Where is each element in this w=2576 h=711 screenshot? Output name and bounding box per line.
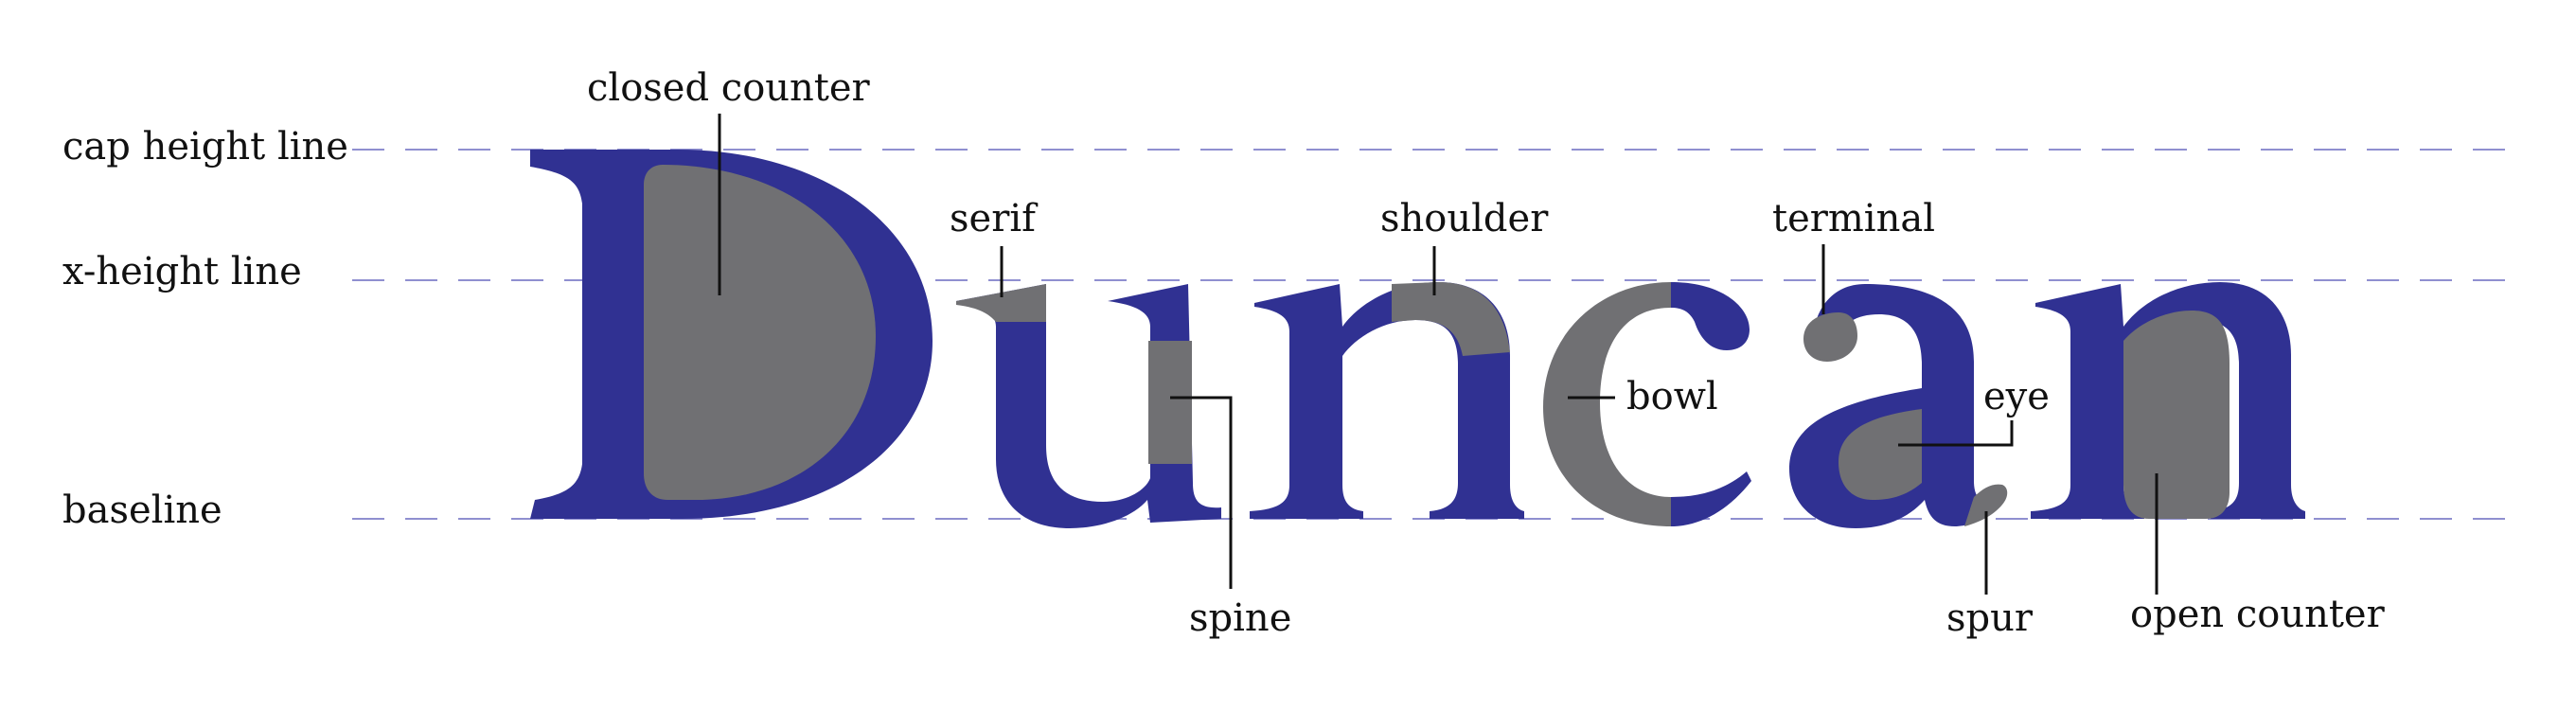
letter-d: [530, 150, 933, 519]
spine-shape: [1148, 341, 1192, 464]
letter-u: [956, 284, 1221, 528]
closed-counter-shape: [644, 165, 876, 500]
shoulder-label: shoulder: [1380, 197, 1549, 240]
spine-label: spine: [1189, 596, 1291, 640]
bowl-shape: [1543, 282, 1671, 526]
open-counter-shape: [2123, 311, 2230, 519]
spine-leader: [1170, 396, 1233, 589]
eye-leader: [1898, 420, 2014, 447]
serif-shape: [956, 284, 1046, 322]
baseline-label: baseline: [62, 489, 222, 532]
letter-c: [1543, 282, 1751, 526]
letter-n-2: [2031, 282, 2305, 519]
serif-label: serif: [950, 197, 1039, 240]
spur-shape: [1964, 484, 2008, 526]
x-height-label: x-height line: [62, 250, 302, 293]
open-counter-label: open counter: [2130, 593, 2386, 636]
spur-label: spur: [1946, 596, 2034, 640]
closed-counter-label: closed counter: [587, 66, 871, 110]
bowl-label: bowl: [1626, 375, 1718, 418]
cap-height-label: cap height line: [62, 125, 348, 169]
terminal-label: terminal: [1772, 197, 1935, 240]
eye-shape: [1839, 409, 1922, 500]
letter-a: [1789, 284, 2008, 528]
terminal-shape: [1803, 312, 1857, 362]
shoulder-shape: [1392, 282, 1510, 356]
eye-label: eye: [1983, 375, 2050, 418]
letter-n: [1250, 282, 1524, 519]
